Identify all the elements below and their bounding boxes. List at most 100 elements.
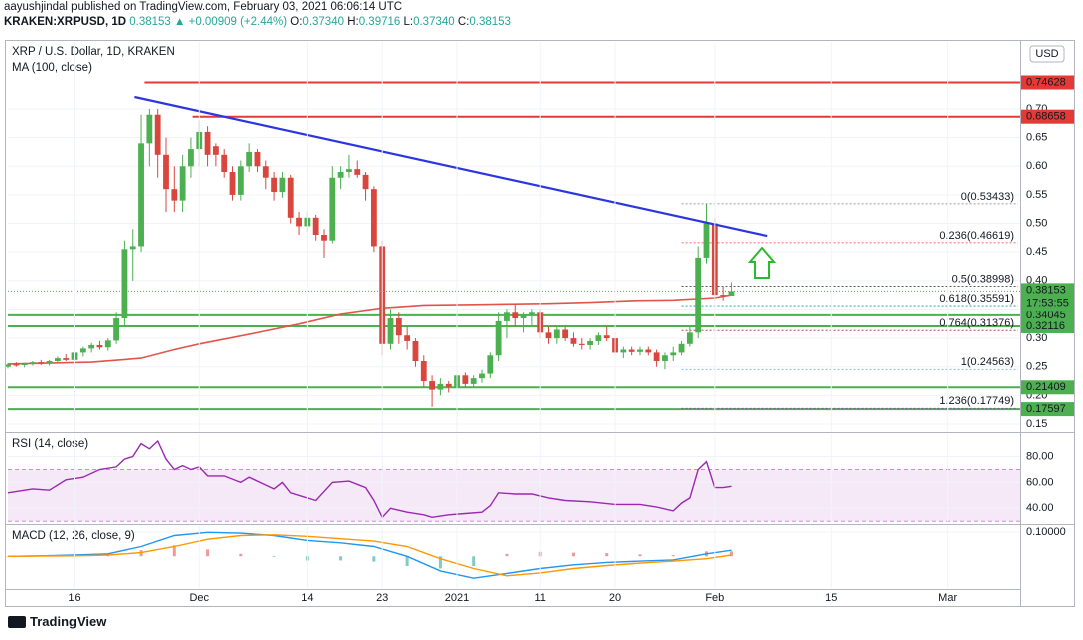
axes: 16 Dec 14 23 2021 11 20 Feb 15 Mar0.150.200.250.3…: [68, 75, 1074, 604]
candle-body: [188, 149, 194, 167]
currency-box: [1029, 45, 1065, 63]
candle-body: [545, 332, 552, 339]
level-tag-label: 0.74628: [1026, 76, 1066, 88]
candle-body: [362, 174, 369, 190]
level-tag-label: 0.32116: [1026, 320, 1065, 332]
candle-body: [30, 362, 36, 364]
candle-body: [287, 177, 294, 218]
candle-body: [462, 375, 469, 384]
level-tag: [1021, 109, 1074, 124]
candle-body: [246, 151, 253, 167]
y-tick-label: 0.50: [1026, 217, 1047, 229]
candle-body: [171, 189, 178, 201]
level-tag: [1021, 307, 1074, 322]
price-pane: XRP / U.S. Dollar, 1D, KRAKEN MA (100, cl…: [6, 46, 1020, 425]
candle-body: [487, 355, 494, 374]
level-tag: [1021, 380, 1074, 395]
pane-title: MACD (12, 26, close, 9): [12, 530, 135, 542]
ohlc-key: C:: [457, 16, 470, 28]
level-tag-label: 0.34045: [1026, 309, 1066, 321]
candle-body: [146, 114, 153, 144]
histogram-bar: [729, 551, 733, 557]
candle-body: [163, 154, 169, 190]
x-tick-label: 20: [609, 592, 621, 604]
fib-label: 0.236(0.46619): [939, 230, 1014, 242]
histogram-bar: [206, 549, 210, 557]
candle-body: [570, 338, 577, 344]
candle-body: [212, 146, 219, 155]
candle-body: [578, 343, 585, 345]
header: aayushjindal published on TradingView.co…: [4, 0, 511, 30]
histogram-bar: [571, 552, 575, 557]
x-tick-label: Mar: [938, 592, 957, 604]
change: ▲ +0.00909 (+2.44%): [174, 16, 288, 28]
x-tick-label: Feb: [705, 592, 724, 604]
pane-title: XRP / U.S. Dollar, 1D, KRAKEN: [12, 46, 175, 58]
candle-body: [121, 249, 128, 319]
ohlc-value: 0.39716: [358, 16, 401, 28]
y-tick-label: 40.00: [1026, 502, 1054, 514]
candle-body: [678, 343, 685, 353]
candle-body: [595, 335, 602, 341]
candle-body: [154, 114, 161, 155]
histogram-bar: [339, 556, 343, 561]
x-tick-label: 2021: [445, 592, 469, 604]
candle-body: [686, 332, 693, 344]
candle-body: [653, 352, 660, 361]
frame: [5, 40, 1075, 607]
ohlc-key: H:: [347, 16, 359, 28]
ohlc-value: 0.37340: [302, 16, 344, 28]
candle-body: [528, 312, 535, 316]
candle-body: [429, 381, 436, 390]
candle-body: [63, 358, 70, 360]
candle-body: [420, 360, 427, 382]
candle-body: [620, 349, 627, 353]
candle-body: [404, 335, 411, 341]
candle-body: [445, 383, 452, 387]
candle-body: [387, 318, 394, 344]
y-tick-label: 0.55: [1026, 189, 1047, 201]
logo: [8, 616, 26, 628]
histogram-bar: [638, 554, 642, 557]
macd-pane: MACD (12, 26, close, 9): [6, 530, 1020, 579]
price: 0.38153: [129, 16, 171, 28]
fib-label: 1.236(0.17749): [939, 395, 1014, 407]
currency: USD: [1035, 48, 1058, 60]
candle-body: [720, 295, 727, 297]
candle-body: [46, 360, 53, 364]
candle-body: [628, 349, 635, 352]
histogram-bar: [239, 553, 243, 557]
candle-body: [138, 143, 144, 247]
candle-body: [520, 315, 527, 319]
quote: KRAKEN:XRPUSD, 1D 0.38153 ▲ +0.00909 (+2…: [4, 15, 511, 30]
fib-label: 0(0.53433): [961, 191, 1014, 203]
candle-body: [728, 291, 735, 297]
x-tick-label: Dec: [189, 592, 209, 604]
candle-body: [88, 344, 95, 349]
candle-body: [229, 172, 236, 195]
candle-body: [321, 234, 327, 241]
y-tick-label: 0.60: [1026, 160, 1047, 172]
candle-body: [370, 189, 377, 247]
y-tick-label: 0.65: [1026, 132, 1047, 144]
candle-body: [262, 166, 269, 178]
x-tick-label: 23: [376, 592, 388, 604]
candle-body: [113, 318, 120, 341]
candle-body: [104, 340, 111, 348]
candle-body: [553, 329, 560, 339]
candle-body: [437, 383, 444, 390]
candle-body: [221, 154, 228, 172]
candle-body: [695, 257, 702, 333]
candle-body: [279, 177, 286, 193]
candle-body: [637, 349, 643, 352]
histogram-bar: [605, 553, 609, 557]
candle-body: [179, 166, 186, 201]
y-tick-label: 0.30: [1026, 332, 1047, 344]
histogram-bar: [405, 556, 409, 567]
candle-body: [204, 131, 211, 155]
up-arrow: [747, 246, 777, 279]
y-tick-label: 0.10000: [1026, 526, 1066, 538]
y-tick-label: 80.00: [1026, 450, 1054, 462]
level-tag: [1021, 318, 1074, 333]
